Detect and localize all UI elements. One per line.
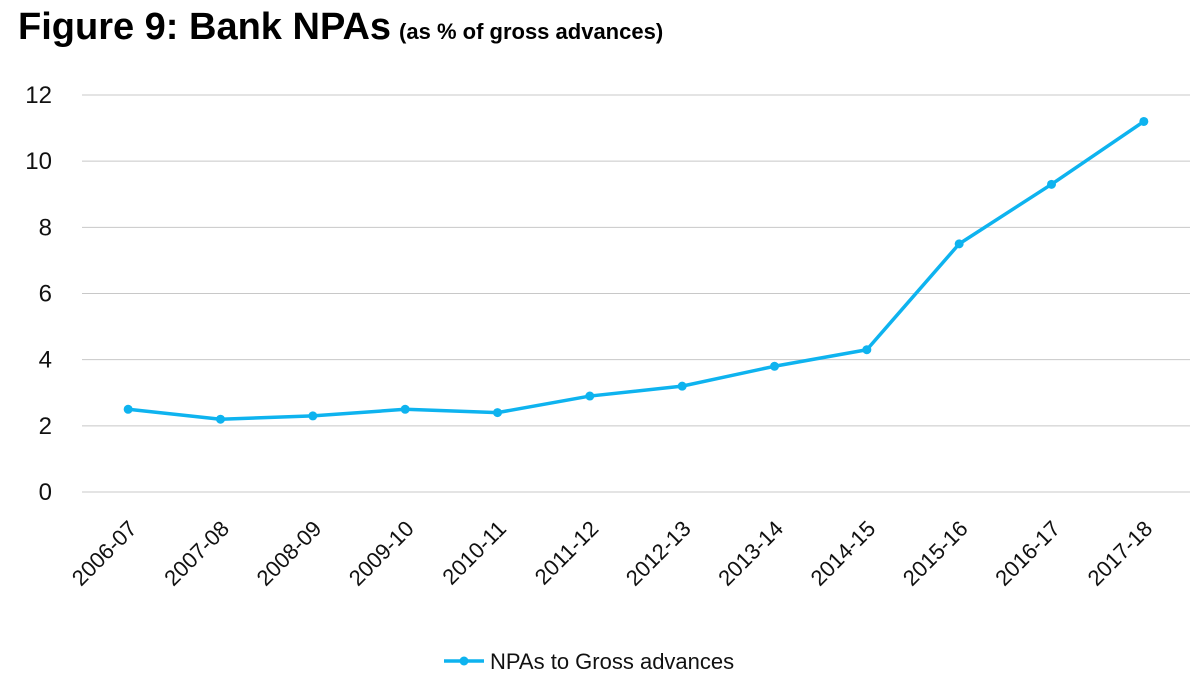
gridlines: [82, 94, 1190, 493]
data-point: [1047, 179, 1056, 189]
x-tick-label: 2012-13: [621, 516, 696, 591]
x-tick-label: 2006-07: [67, 516, 142, 591]
data-point: [585, 391, 595, 401]
x-tick-label: 2014-15: [806, 516, 881, 591]
x-tick-label: 2016-17: [990, 516, 1065, 591]
x-tick-label: 2009-10: [344, 516, 419, 591]
data-point: [400, 404, 410, 414]
x-tick-label: 2008-09: [252, 516, 327, 591]
y-axis-ticks: 0 2 4 6 8 10 12: [25, 82, 52, 506]
x-axis-ticks: 2006-07 2007-08 2008-09 2009-10 2010-11 2011-…: [67, 516, 1157, 591]
data-point: [1139, 116, 1149, 126]
y-tick-label: 0: [39, 479, 52, 506]
data-point: [308, 411, 318, 421]
y-tick-label: 4: [39, 347, 52, 374]
data-point: [216, 414, 225, 424]
chart-title: Figure 9: Bank NPAs: [18, 6, 392, 48]
series-line: [127, 120, 1145, 421]
data-point: [954, 239, 964, 249]
x-tick-label: 2013-14: [713, 516, 788, 591]
data-point: [770, 361, 779, 371]
data-point: [862, 345, 872, 355]
data-point: [123, 404, 133, 414]
chart-title-row: Figure 9: Bank NPAs (as % of gross advanc…: [18, 6, 663, 49]
series-group: [123, 116, 1149, 424]
chart-subtitle: (as % of gross advances): [399, 19, 664, 44]
y-tick-label: 8: [39, 214, 52, 241]
x-tick-label: 2011-12: [530, 516, 604, 590]
legend-marker: [459, 656, 469, 666]
data-point: [493, 408, 502, 418]
legend-label: NPAs to Gross advances: [490, 649, 734, 674]
x-tick-label: 2015-16: [898, 516, 973, 591]
data-point: [677, 381, 687, 391]
y-tick-label: 10: [25, 148, 52, 175]
x-tick-label: 2007-08: [159, 516, 234, 591]
y-tick-label: 6: [39, 281, 52, 308]
x-tick-label: 2010-11: [437, 516, 511, 590]
x-tick-label: 2017-18: [1083, 516, 1158, 591]
y-tick-label: 2: [39, 413, 52, 440]
legend: NPAs to Gross advances: [444, 649, 734, 674]
y-tick-label: 12: [25, 82, 52, 109]
